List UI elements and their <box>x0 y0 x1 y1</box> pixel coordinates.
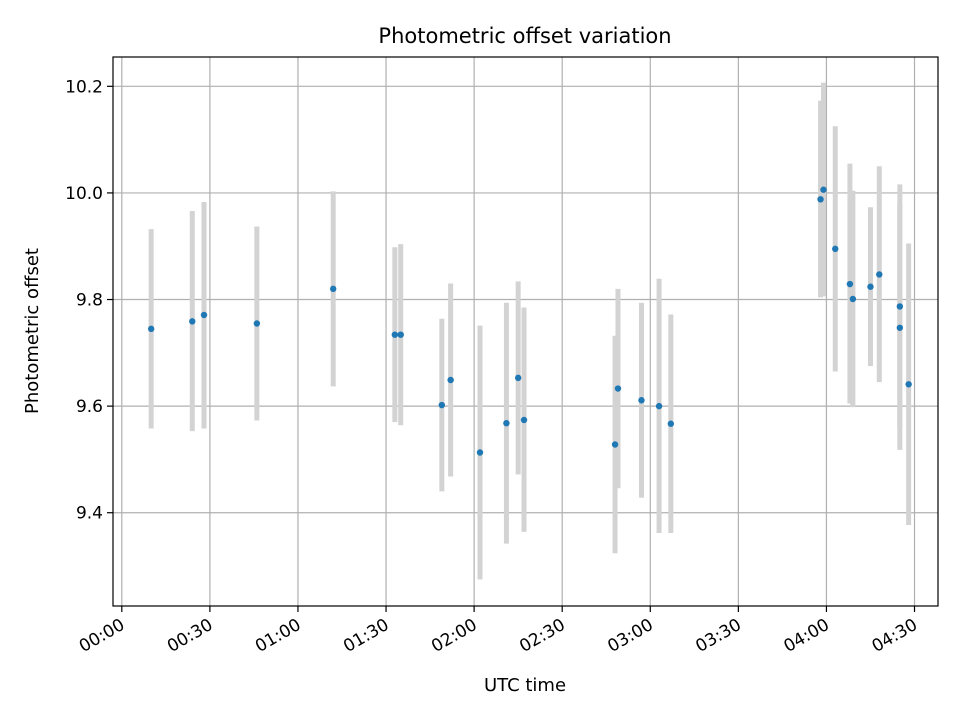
data-point <box>391 331 399 338</box>
data-point <box>667 420 675 427</box>
data-point <box>846 280 854 288</box>
y-tick-label: 9.4 <box>76 504 103 524</box>
x-axis-label: UTC time <box>484 675 566 696</box>
data-point <box>189 318 196 325</box>
data-point <box>638 397 645 404</box>
plot-frame <box>112 56 939 607</box>
y-tick-label: 9.8 <box>76 291 103 311</box>
data-point <box>447 376 454 384</box>
data-point <box>476 449 484 456</box>
data-point <box>849 295 857 303</box>
data-point <box>905 381 912 388</box>
data-point <box>397 331 404 338</box>
y-axis-label: Photometric offset <box>22 248 43 414</box>
data-point <box>147 325 155 333</box>
y-tick-label: 10.0 <box>65 184 103 204</box>
data-point <box>200 311 208 319</box>
data-point <box>876 271 883 278</box>
data-point <box>503 419 510 427</box>
data-point <box>438 401 446 409</box>
data-point <box>614 385 622 392</box>
data-point <box>867 283 874 290</box>
data-point <box>611 441 619 448</box>
data-point <box>253 320 261 327</box>
data-point <box>896 303 904 310</box>
y-tick-label: 10.2 <box>65 77 103 97</box>
data-point <box>514 374 522 382</box>
data-point <box>832 245 839 253</box>
data-point <box>655 402 663 410</box>
data-points <box>147 186 912 456</box>
data-point <box>817 196 824 203</box>
data-point <box>896 324 904 331</box>
data-point <box>329 285 337 293</box>
data-point <box>820 186 827 193</box>
y-axis-ticks: 9.4 9.6 9.8 10.0 10.2 <box>65 77 113 524</box>
chart-title: Photometric offset variation <box>378 24 671 48</box>
y-tick-label: 9.6 <box>76 397 103 417</box>
data-point <box>520 416 528 424</box>
